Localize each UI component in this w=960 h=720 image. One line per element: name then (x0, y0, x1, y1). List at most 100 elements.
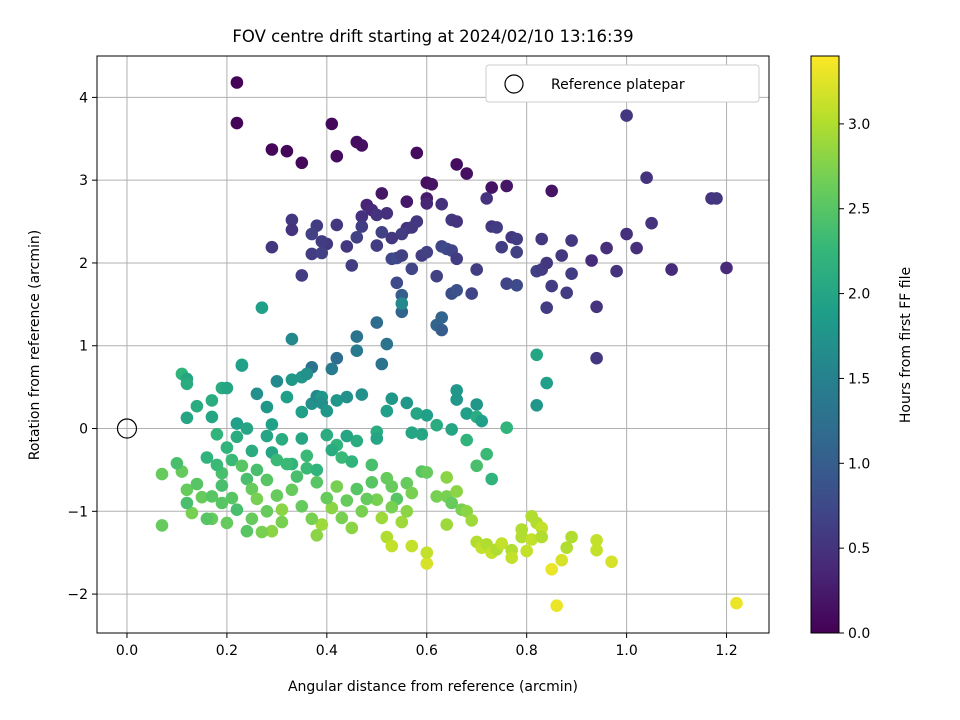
data-point (445, 496, 459, 510)
plot-frame (96, 55, 770, 634)
data-point (450, 215, 464, 228)
data-point (350, 482, 364, 496)
data-point (540, 301, 553, 315)
data-point (620, 227, 633, 241)
x-axis-label: Angular distance from reference (arcmin) (288, 679, 578, 695)
data-point (405, 426, 419, 440)
data-point (555, 553, 568, 567)
data-point (380, 404, 394, 418)
data-point (385, 231, 399, 245)
data-point (610, 264, 623, 278)
data-point (205, 490, 219, 503)
data-point (345, 521, 359, 535)
data-point (370, 432, 384, 445)
data-point (480, 192, 494, 205)
reference-point-marker (116, 418, 138, 439)
data-point (355, 388, 369, 401)
y-axis-ticks: −2 −1 0 1 2 3 4 (67, 90, 97, 603)
data-point (285, 373, 299, 387)
data-point (220, 381, 234, 395)
data-point (375, 357, 389, 371)
data-point (430, 418, 444, 432)
data-point (255, 525, 269, 539)
data-point (510, 245, 523, 259)
data-point (450, 384, 464, 397)
data-point (370, 208, 384, 222)
data-point (305, 227, 319, 241)
data-point (215, 496, 229, 510)
data-point (485, 472, 499, 486)
data-point (335, 511, 349, 525)
data-point (375, 226, 389, 239)
data-point (620, 109, 633, 122)
data-point (210, 428, 224, 441)
data-point (155, 519, 169, 532)
data-point (535, 521, 548, 535)
data-point (645, 216, 658, 230)
data-point (355, 210, 369, 223)
data-point (340, 240, 354, 253)
data-point (720, 261, 733, 275)
data-point (250, 463, 264, 477)
data-point (245, 482, 259, 496)
data-point (285, 223, 299, 237)
data-point (405, 262, 419, 276)
data-point (205, 394, 219, 407)
data-point (300, 367, 314, 381)
colorbar-ticks: 0.0 0.5 1.0 1.5 2.0 2.5 3.0 (839, 117, 870, 642)
data-point (230, 417, 244, 430)
colorbar-tick-label: 1.0 (848, 456, 870, 472)
data-point (465, 514, 479, 527)
data-point (205, 410, 219, 424)
data-point (185, 506, 199, 520)
data-point (500, 179, 513, 193)
data-point (330, 394, 344, 407)
data-point (230, 503, 244, 516)
data-point (320, 428, 334, 442)
data-point (235, 359, 249, 372)
data-point (255, 301, 269, 315)
data-point (375, 511, 389, 525)
data-point (405, 486, 419, 500)
colorbar-tick-label: 1.5 (848, 371, 870, 387)
data-point (245, 444, 259, 458)
data-point (420, 409, 434, 422)
data-point (600, 241, 613, 255)
data-point (355, 139, 369, 152)
data-point (335, 451, 349, 464)
data-point (420, 546, 434, 559)
data-point (440, 471, 454, 484)
y-tick-label: 0 (79, 422, 88, 438)
data-point (395, 515, 409, 529)
data-point (385, 500, 399, 514)
data-point (190, 477, 204, 491)
data-point (450, 158, 464, 171)
data-point (530, 399, 543, 412)
data-point (500, 421, 513, 435)
data-point (345, 455, 359, 468)
data-point (295, 269, 309, 282)
data-point (260, 429, 274, 443)
data-point (395, 297, 409, 310)
colorbar-tick-label: 2.5 (848, 202, 870, 218)
data-point (355, 505, 369, 518)
data-point (465, 287, 479, 300)
y-axis-label: Rotation from reference (arcmin) (27, 230, 43, 460)
data-point (560, 286, 573, 300)
data-point (540, 376, 553, 390)
data-point (535, 530, 548, 544)
data-point (315, 246, 329, 260)
data-point (295, 405, 309, 419)
data-point (190, 399, 204, 413)
data-point (385, 480, 399, 493)
data-point (640, 171, 653, 184)
data-point (310, 476, 324, 489)
x-axis-ticks: 0.0 0.2 0.4 0.6 0.8 1.0 1.2 (116, 633, 738, 659)
data-point (505, 551, 518, 564)
data-point (710, 192, 723, 205)
data-point (170, 457, 184, 470)
data-point (300, 449, 314, 463)
data-point (420, 245, 434, 259)
data-point (430, 490, 444, 503)
data-point (385, 539, 399, 553)
